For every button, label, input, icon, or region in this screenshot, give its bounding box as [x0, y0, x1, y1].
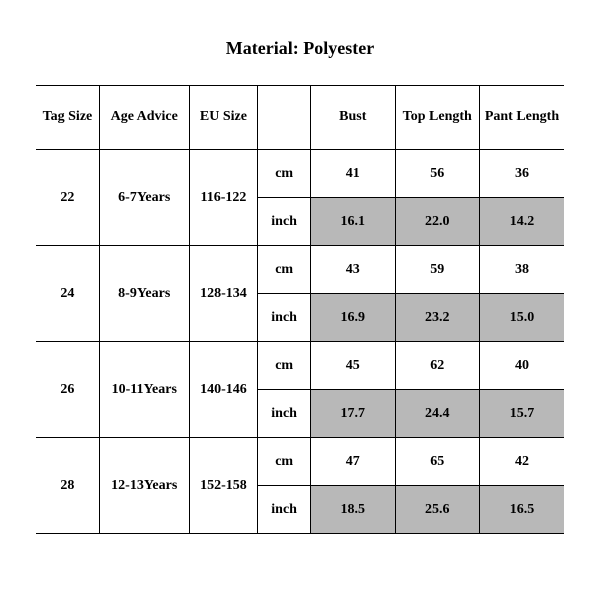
- col-unit: [258, 86, 311, 150]
- table-header-row: Tag Size Age Advice EU Size Bust Top Len…: [36, 86, 564, 150]
- cell-age-advice: 6-7Years: [99, 150, 189, 246]
- size-table: Tag Size Age Advice EU Size Bust Top Len…: [36, 85, 564, 534]
- cell-bust: 47: [311, 438, 395, 486]
- cell-age-advice: 8-9Years: [99, 246, 189, 342]
- table-row: 28 12-13Years 152-158 cm 47 65 42: [36, 438, 564, 486]
- size-chart: Material: Polyester Tag Size Age Advice …: [0, 0, 600, 534]
- cell-tag-size: 26: [36, 342, 99, 438]
- cell-bust: 41: [311, 150, 395, 198]
- cell-pant: 15.0: [479, 294, 564, 342]
- cell-tag-size: 28: [36, 438, 99, 534]
- cell-pant: 40: [479, 342, 564, 390]
- cell-tag-size: 22: [36, 150, 99, 246]
- cell-top: 62: [395, 342, 479, 390]
- cell-bust: 16.9: [311, 294, 395, 342]
- cell-bust: 16.1: [311, 198, 395, 246]
- cell-bust: 18.5: [311, 486, 395, 534]
- table-row: 26 10-11Years 140-146 cm 45 62 40: [36, 342, 564, 390]
- cell-pant: 38: [479, 246, 564, 294]
- cell-top: 25.6: [395, 486, 479, 534]
- cell-top: 24.4: [395, 390, 479, 438]
- cell-top: 65: [395, 438, 479, 486]
- cell-tag-size: 24: [36, 246, 99, 342]
- col-top-length: Top Length: [395, 86, 479, 150]
- cell-unit: inch: [258, 390, 311, 438]
- table-row: 22 6-7Years 116-122 cm 41 56 36: [36, 150, 564, 198]
- cell-age-advice: 12-13Years: [99, 438, 189, 534]
- cell-pant: 14.2: [479, 198, 564, 246]
- cell-age-advice: 10-11Years: [99, 342, 189, 438]
- cell-bust: 45: [311, 342, 395, 390]
- page-title: Material: Polyester: [36, 38, 564, 59]
- cell-eu-size: 140-146: [189, 342, 258, 438]
- cell-pant: 36: [479, 150, 564, 198]
- col-age-advice: Age Advice: [99, 86, 189, 150]
- table-body: 22 6-7Years 116-122 cm 41 56 36 inch 16.…: [36, 150, 564, 534]
- cell-top: 59: [395, 246, 479, 294]
- cell-bust: 43: [311, 246, 395, 294]
- cell-top: 22.0: [395, 198, 479, 246]
- cell-top: 23.2: [395, 294, 479, 342]
- col-bust: Bust: [311, 86, 395, 150]
- cell-top: 56: [395, 150, 479, 198]
- cell-pant: 16.5: [479, 486, 564, 534]
- cell-unit: cm: [258, 150, 311, 198]
- cell-bust: 17.7: [311, 390, 395, 438]
- cell-unit: cm: [258, 342, 311, 390]
- cell-unit: inch: [258, 294, 311, 342]
- cell-unit: cm: [258, 246, 311, 294]
- col-pant-length: Pant Length: [479, 86, 564, 150]
- col-eu-size: EU Size: [189, 86, 258, 150]
- cell-eu-size: 116-122: [189, 150, 258, 246]
- cell-eu-size: 128-134: [189, 246, 258, 342]
- cell-eu-size: 152-158: [189, 438, 258, 534]
- col-tag-size: Tag Size: [36, 86, 99, 150]
- cell-unit: cm: [258, 438, 311, 486]
- cell-pant: 15.7: [479, 390, 564, 438]
- cell-pant: 42: [479, 438, 564, 486]
- table-row: 24 8-9Years 128-134 cm 43 59 38: [36, 246, 564, 294]
- cell-unit: inch: [258, 198, 311, 246]
- cell-unit: inch: [258, 486, 311, 534]
